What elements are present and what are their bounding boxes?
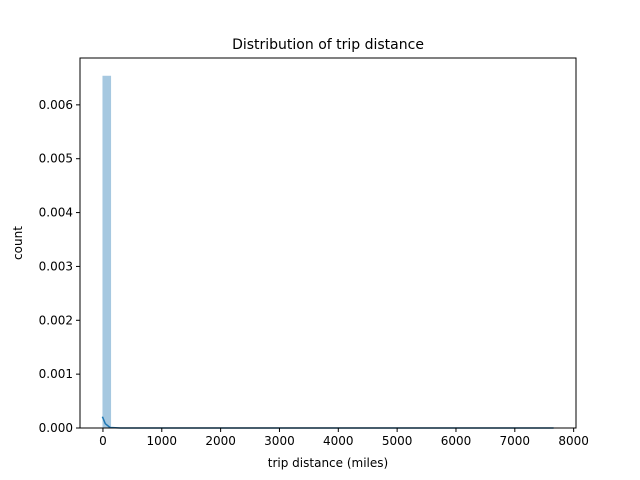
histogram-bar — [102, 75, 112, 429]
y-axis-label: count — [11, 226, 25, 260]
x-tick-label: 1000 — [147, 434, 178, 448]
x-axis-label: trip distance (miles) — [268, 456, 388, 470]
y-tick-label: 0.006 — [39, 98, 73, 112]
y-tick-label: 0.001 — [39, 367, 73, 381]
y-tick-label: 0.004 — [39, 206, 73, 220]
x-tick-label: 2000 — [205, 434, 236, 448]
plot-frame — [79, 57, 577, 429]
x-tick-label: 3000 — [264, 434, 295, 448]
x-tick-label: 8000 — [558, 434, 589, 448]
x-tick-label: 6000 — [441, 434, 472, 448]
chart-title: Distribution of trip distance — [232, 37, 424, 53]
x-tick-label: 5000 — [382, 434, 413, 448]
x-tick-label: 0 — [99, 434, 107, 448]
histogram-bars — [102, 75, 112, 429]
x-tick-label: 4000 — [323, 434, 354, 448]
y-tick-label: 0.002 — [39, 313, 73, 327]
y-tick-label: 0.005 — [39, 152, 73, 166]
y-axis-ticks: 0.000 0.001 0.002 0.003 0.004 0.005 0.006 — [39, 98, 80, 435]
x-axis-ticks: 0 1000 2000 3000 4000 5000 6000 7000 8000 — [99, 428, 589, 448]
x-tick-label: 7000 — [500, 434, 531, 448]
y-tick-label: 0.000 — [39, 421, 73, 435]
y-tick-label: 0.003 — [39, 259, 73, 273]
